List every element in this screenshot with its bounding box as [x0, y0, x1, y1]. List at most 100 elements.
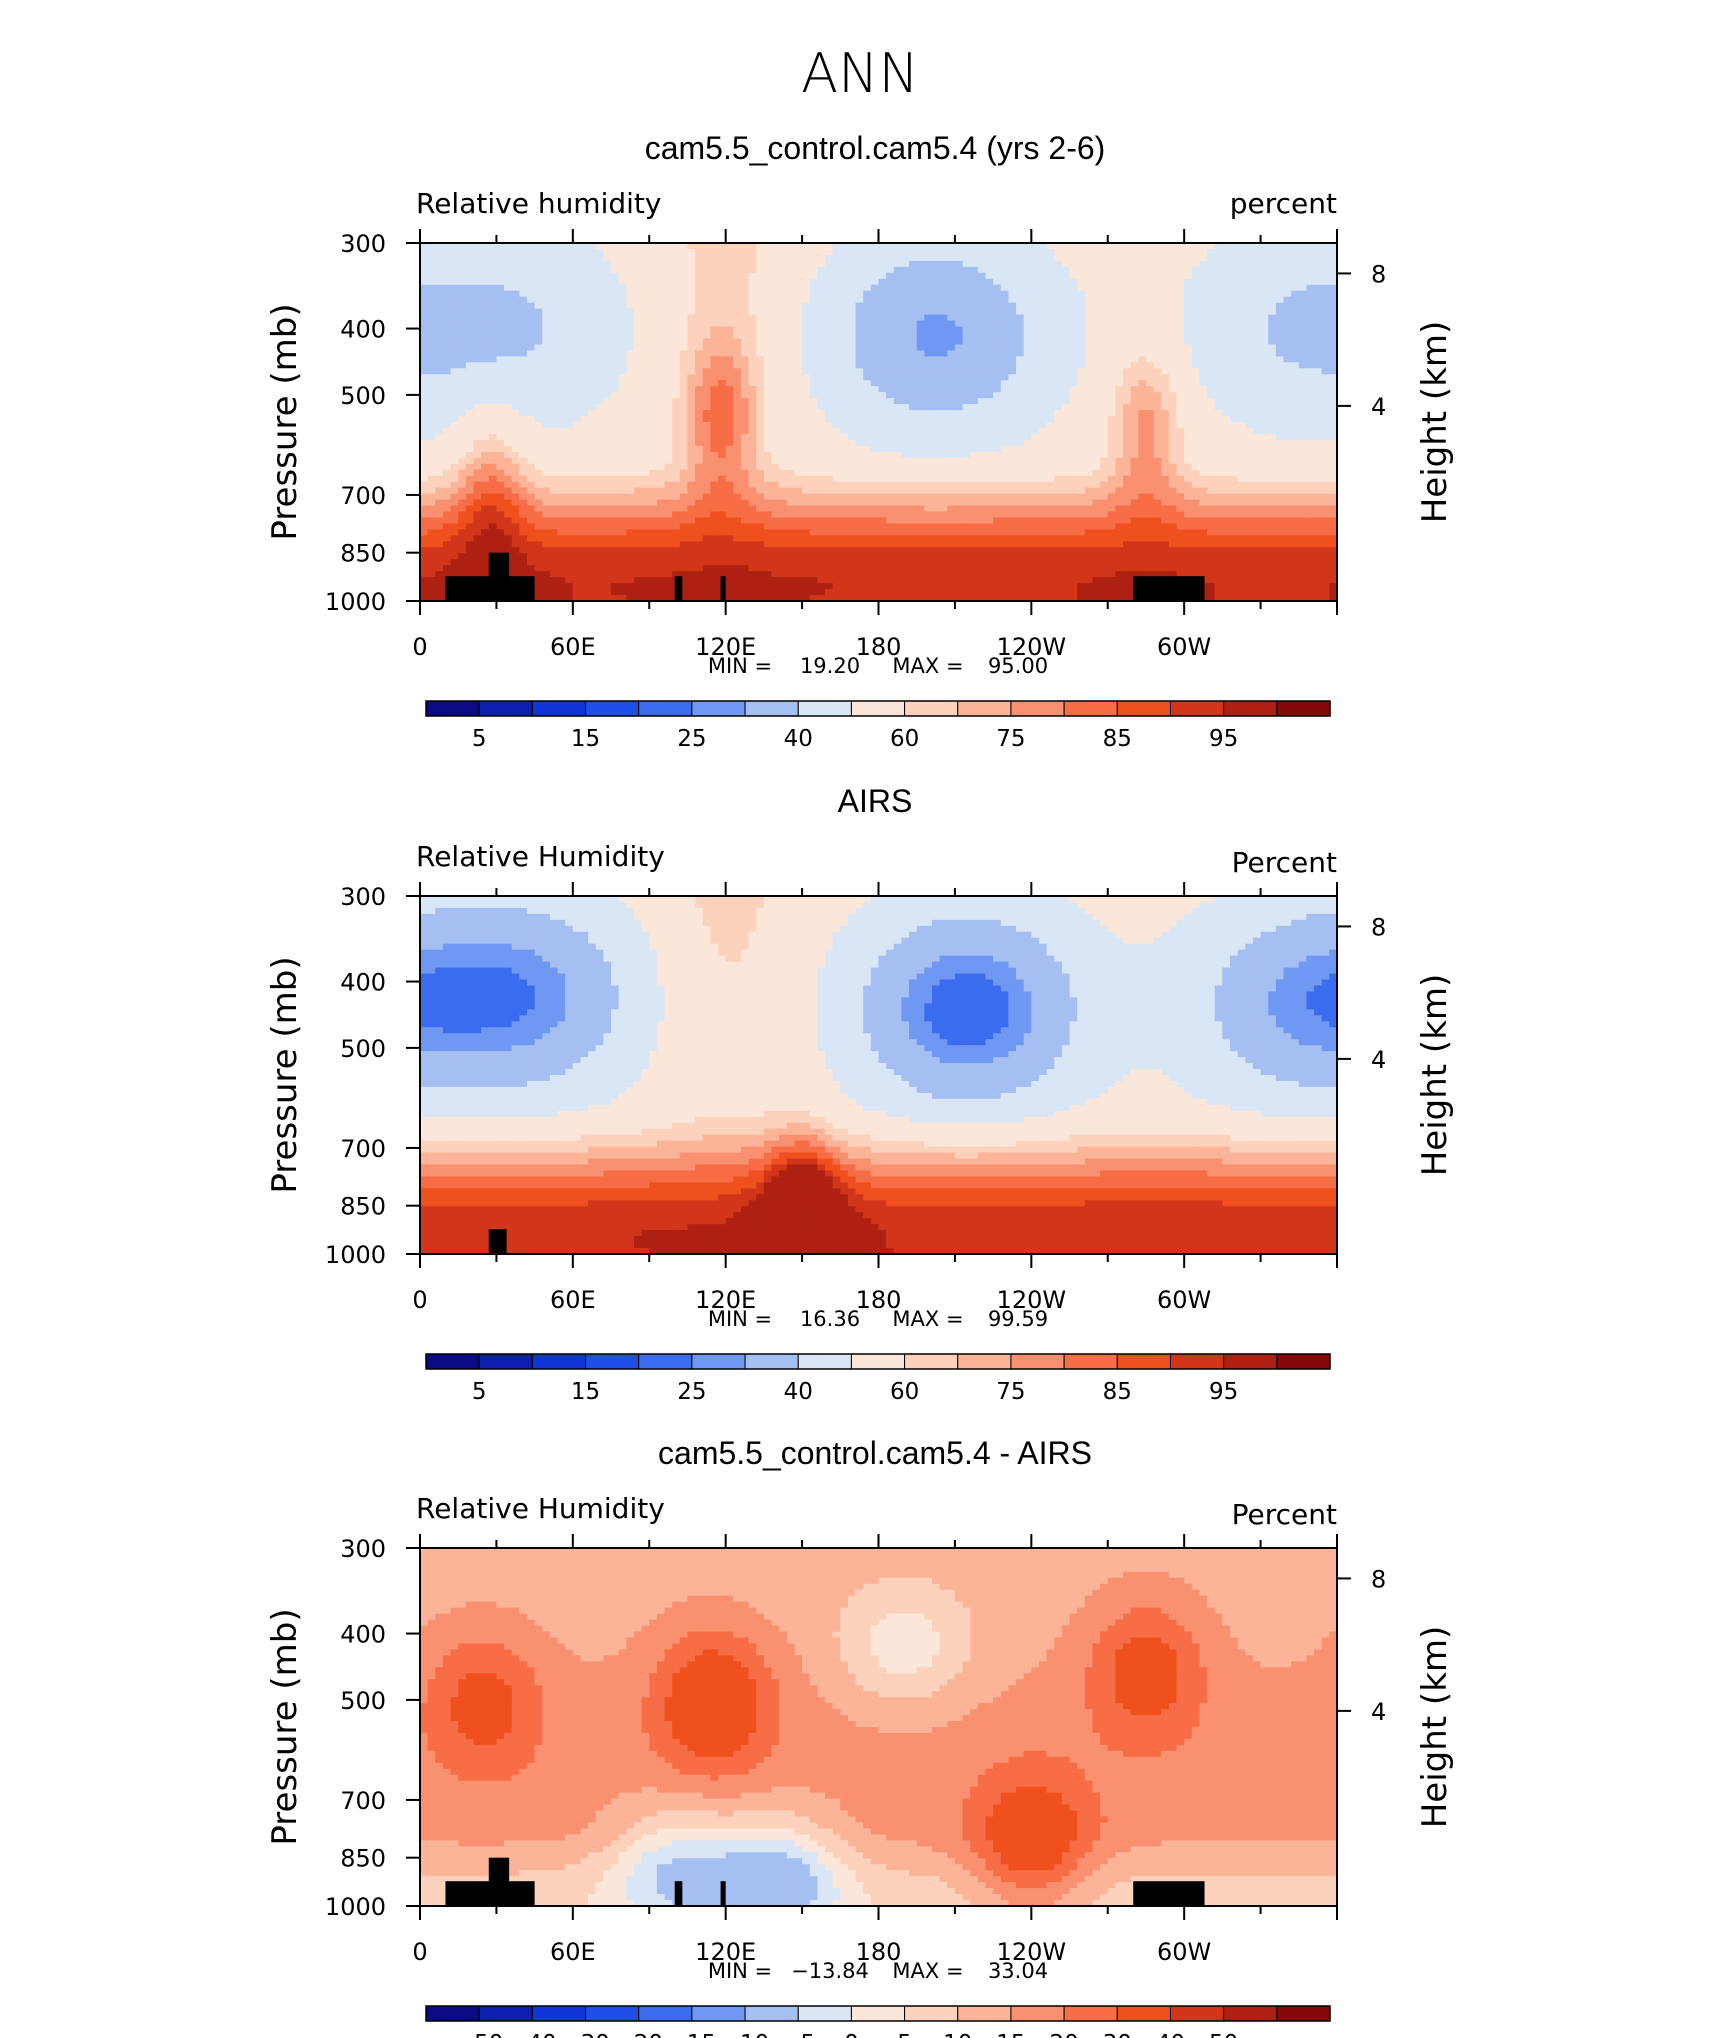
- field-cell: [901, 284, 910, 292]
- field-cell: [939, 320, 948, 328]
- field-cell: [481, 416, 490, 423]
- field-cell: [679, 320, 689, 328]
- field-cell: [519, 380, 528, 387]
- field-cell: [962, 338, 971, 346]
- field-cell: [1077, 356, 1086, 363]
- field-cell: [817, 475, 826, 483]
- field-cell: [794, 350, 803, 357]
- field-cell: [985, 427, 994, 435]
- field-cell: [549, 469, 559, 477]
- field-cell: [779, 457, 788, 465]
- field-cell: [870, 272, 880, 280]
- field-cell: [1107, 320, 1116, 328]
- field-cell: [1291, 260, 1300, 268]
- field-cell: [1145, 427, 1155, 435]
- field-cell: [580, 248, 589, 256]
- field-cell: [504, 290, 513, 298]
- field-cell: [534, 481, 543, 489]
- field-cell: [825, 386, 834, 393]
- field-cell: [1016, 290, 1025, 298]
- field-cell: [1291, 362, 1300, 369]
- field-cell: [1260, 320, 1269, 328]
- field-cell: [985, 469, 994, 477]
- field-cell: [1207, 362, 1216, 369]
- field-cell: [481, 368, 490, 375]
- field-cell: [1298, 433, 1308, 441]
- field-cell: [465, 475, 475, 483]
- field-cell: [1008, 416, 1017, 423]
- field-cell: [763, 398, 773, 405]
- field-cell: [1230, 243, 1239, 250]
- field-cell: [1321, 302, 1330, 310]
- field-cell: [886, 338, 895, 346]
- field-cell: [870, 398, 880, 405]
- field-cell: [817, 410, 826, 417]
- field-cell: [817, 463, 826, 471]
- field-cell: [702, 392, 711, 399]
- field-cell: [1123, 463, 1132, 471]
- field-cell: [1153, 278, 1162, 286]
- field-cell: [1184, 374, 1193, 381]
- field-cell: [1000, 380, 1010, 387]
- field-cell: [595, 380, 604, 387]
- field-cell: [1237, 350, 1246, 357]
- field-cell: [588, 260, 597, 268]
- field-cell: [771, 487, 780, 495]
- field-cell: [901, 308, 910, 316]
- field-cell: [603, 445, 612, 453]
- field-cell: [1023, 344, 1032, 351]
- field-cell: [1138, 439, 1147, 447]
- field-cell: [970, 433, 979, 441]
- field-cell: [1061, 344, 1071, 351]
- field-cell: [1329, 433, 1337, 441]
- field-cell: [794, 278, 803, 286]
- field-cell: [863, 422, 872, 429]
- field-cell: [1298, 475, 1308, 483]
- field-cell: [534, 469, 543, 477]
- field-cell: [893, 344, 903, 351]
- field-cell: [565, 278, 574, 286]
- field-cell: [863, 248, 872, 256]
- field-cell: [886, 308, 895, 316]
- field-cell: [664, 302, 673, 310]
- field-cell: [1214, 451, 1223, 459]
- field-cell: [1321, 320, 1330, 328]
- field-cell: [672, 362, 681, 369]
- field-cell: [954, 392, 964, 399]
- field-cell: [1199, 362, 1208, 369]
- field-cell: [1069, 386, 1078, 393]
- field-cell: [794, 302, 803, 310]
- field-cell: [1191, 338, 1201, 346]
- field-cell: [580, 302, 589, 310]
- field-cell: [1275, 404, 1285, 411]
- field-cell: [1038, 374, 1048, 381]
- field-cell: [565, 296, 574, 304]
- field-cell: [1237, 332, 1246, 340]
- field-cell: [1199, 350, 1208, 357]
- field-cell: [557, 326, 566, 334]
- field-cell: [1100, 344, 1109, 351]
- field-cell: [855, 433, 864, 441]
- field-cell: [1069, 362, 1078, 369]
- field-cell: [1115, 350, 1124, 357]
- field-cell: [817, 368, 826, 375]
- field-cell: [1145, 374, 1155, 381]
- field-cell: [442, 439, 452, 447]
- field-cell: [534, 410, 543, 417]
- field-cell: [526, 439, 536, 447]
- field-cell: [1329, 475, 1337, 483]
- field-cell: [916, 243, 925, 250]
- field-cell: [695, 487, 704, 495]
- field-cell: [519, 350, 528, 357]
- field-cell: [794, 272, 803, 280]
- field-cell: [557, 475, 566, 483]
- field-cell: [496, 439, 505, 447]
- field-cell: [740, 427, 750, 435]
- field-cell: [420, 404, 429, 411]
- field-cell: [1306, 272, 1315, 280]
- field-cell: [633, 308, 643, 316]
- field-cell: [817, 332, 826, 340]
- field-cell: [496, 392, 505, 399]
- field-cell: [603, 427, 612, 435]
- field-cell: [549, 427, 559, 435]
